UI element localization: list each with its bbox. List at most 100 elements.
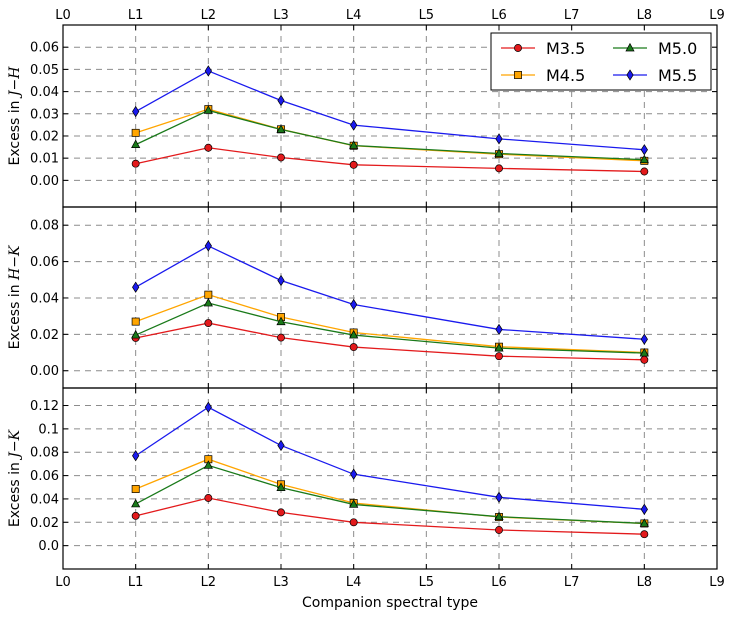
panel-1-point-M5.0-3 <box>349 140 359 149</box>
panel-3-point-M5.5-2 <box>277 439 285 452</box>
panel-1-ytick-label: 0.04 <box>30 85 59 100</box>
panel-2-point-M4.5-0 <box>131 317 140 326</box>
panel-2-point-M5.5-2 <box>277 274 285 287</box>
panel-1-point-M5.5-1 <box>204 65 212 77</box>
panel-1-point-M3.5-2 <box>277 153 285 162</box>
panel-3-line-M5.5 <box>135 406 645 510</box>
panel-2-ytick-label: 0.06 <box>30 255 59 270</box>
x-tick-label-bottom: L7 <box>564 575 580 590</box>
panel-2-point-M5.5-5 <box>640 333 648 345</box>
panel-2-line-M3.5 <box>135 322 645 361</box>
x-tick-label-top: L1 <box>128 8 144 23</box>
x-tick-label-top: L6 <box>491 8 507 23</box>
legend-marker-M5.0 <box>625 42 635 52</box>
panel-1-point-M5.0-4 <box>494 148 504 157</box>
legend: M3.5 M4.5 M5.0 M5.5 <box>490 32 712 91</box>
x-tick-label-bottom: L1 <box>128 575 144 590</box>
panel-2-line-M5.5 <box>135 245 645 340</box>
panel-3-point-M3.5-4 <box>495 526 503 534</box>
panel-1-point-M3.5-3 <box>349 160 358 169</box>
panel-2-point-M3.5-2 <box>277 333 285 342</box>
panel-2-ytick-label: 0.04 <box>30 291 59 306</box>
panel-1-ytick-label: 0.06 <box>30 41 59 56</box>
panel-2-point-M5.5-4 <box>495 323 503 336</box>
panel-1-point-M5.0-0 <box>131 139 141 148</box>
x-tick-label-bottom: L2 <box>201 575 217 590</box>
panel-2-point-M5.0-0 <box>131 329 141 339</box>
panel-3-line-M4.5 <box>135 458 645 525</box>
x-tick-label-top: L5 <box>419 8 435 23</box>
panel-2-point-M5.5-0 <box>132 281 140 293</box>
panel-1-point-M5.0-1 <box>203 105 213 114</box>
x-axis-title: Companion spectral type <box>302 595 478 611</box>
panel-3-point-M3.5-1 <box>204 494 213 502</box>
panel-1-line-M5.5 <box>135 70 645 151</box>
panel-3-ytick-label: 0.02 <box>30 516 59 531</box>
legend-label-M5.0: M5.0 <box>658 39 697 58</box>
x-tick-label-top: L3 <box>273 8 289 23</box>
panel-1-line-M4.5 <box>135 108 645 162</box>
panel-2-point-M5.5-1 <box>204 240 212 252</box>
x-tick-label-bottom: L0 <box>55 575 71 590</box>
panel-3-point-M3.5-0 <box>131 511 140 520</box>
x-tick-label-bottom: L9 <box>709 575 725 590</box>
panel-1-ytick-label: 0.01 <box>30 152 59 167</box>
panel-3-ytick-label: 0.1 <box>38 422 59 437</box>
panel-1-ytick-label: 0.03 <box>30 107 59 122</box>
panel-1-point-M4.5-0 <box>131 128 140 137</box>
panel-3-point-M5.5-4 <box>495 491 503 503</box>
panel-1-point-M5.5-2 <box>277 94 285 107</box>
label-layer: Companion spectral type 0.00 0.01 0.02 0.03… <box>7 8 725 611</box>
panel-2-point-M5.0-2 <box>276 316 286 326</box>
panel-1-point-M3.5-0 <box>131 159 140 168</box>
panel-1-point-M5.5-5 <box>640 144 648 156</box>
panel-1-ytick-label: 0.02 <box>30 129 59 144</box>
data-layer <box>131 65 649 539</box>
panel-3-point-M4.5-0 <box>131 485 140 493</box>
panel-3-point-M5.5-0 <box>132 450 140 462</box>
panel-1-point-M5.0-2 <box>276 124 286 133</box>
panel-1-ylabel: Excess in J−H <box>7 66 23 166</box>
panel-3-line-M3.5 <box>135 497 645 535</box>
panel-3-ytick-label: 0.04 <box>30 492 59 507</box>
panel-3-point-M3.5-5 <box>640 530 649 539</box>
legend-marker-M3.5 <box>514 44 522 52</box>
panel-3-point-M5.0-5 <box>639 518 649 527</box>
panel-1-point-M5.0-5 <box>639 154 649 164</box>
panel-2-point-M3.5-4 <box>495 352 503 361</box>
panel-1-line-M5.0 <box>135 109 645 161</box>
panel-3-line-M5.0 <box>135 464 645 525</box>
legend-box <box>490 32 712 91</box>
panel-3-point-M3.5-3 <box>349 518 358 527</box>
panel-3-point-M5.5-1 <box>204 401 212 413</box>
panel-1-point-M3.5-4 <box>495 164 503 173</box>
panel-3-point-M5.5-3 <box>350 468 358 480</box>
x-tick-label-top: L4 <box>346 8 362 23</box>
panel-3-ytick-label: 0.0 <box>38 539 59 554</box>
panel-2-point-M3.5-3 <box>349 343 358 352</box>
panel-2-line-M5.0 <box>135 302 645 354</box>
x-tick-label-bottom: L4 <box>346 575 362 590</box>
panel-1-ytick-label: 0.00 <box>30 174 59 189</box>
panel-2-point-M3.5-5 <box>640 355 649 364</box>
panel-3-point-M5.0-1 <box>203 460 213 469</box>
panel-3-point-M5.0-4 <box>494 511 504 521</box>
x-tick-label-top: L7 <box>564 8 580 23</box>
panel-2-point-M5.5-3 <box>350 298 358 311</box>
panel-2-point-M5.0-3 <box>349 329 359 339</box>
panel-1-point-M3.5-1 <box>204 143 213 152</box>
panel-3-point-M3.5-2 <box>277 508 285 517</box>
panel-3-ytick-label: 0.06 <box>30 469 59 484</box>
panel-3-ytick-label: 0.08 <box>30 446 59 461</box>
legend-marker-M4.5 <box>514 71 522 79</box>
panel-2-point-M4.5-1 <box>204 290 213 299</box>
panel-2-line-M4.5 <box>135 293 645 354</box>
panel-2-point-M5.0-4 <box>494 343 504 352</box>
panel-3-point-M5.0-0 <box>131 498 141 508</box>
panel-3-point-M5.0-3 <box>349 499 359 508</box>
panel-3-point-M5.5-5 <box>640 503 648 515</box>
panel-3-frame <box>62 387 718 570</box>
panel-1-line-M3.5 <box>135 147 645 173</box>
panel-2-point-M5.0-5 <box>639 347 649 357</box>
